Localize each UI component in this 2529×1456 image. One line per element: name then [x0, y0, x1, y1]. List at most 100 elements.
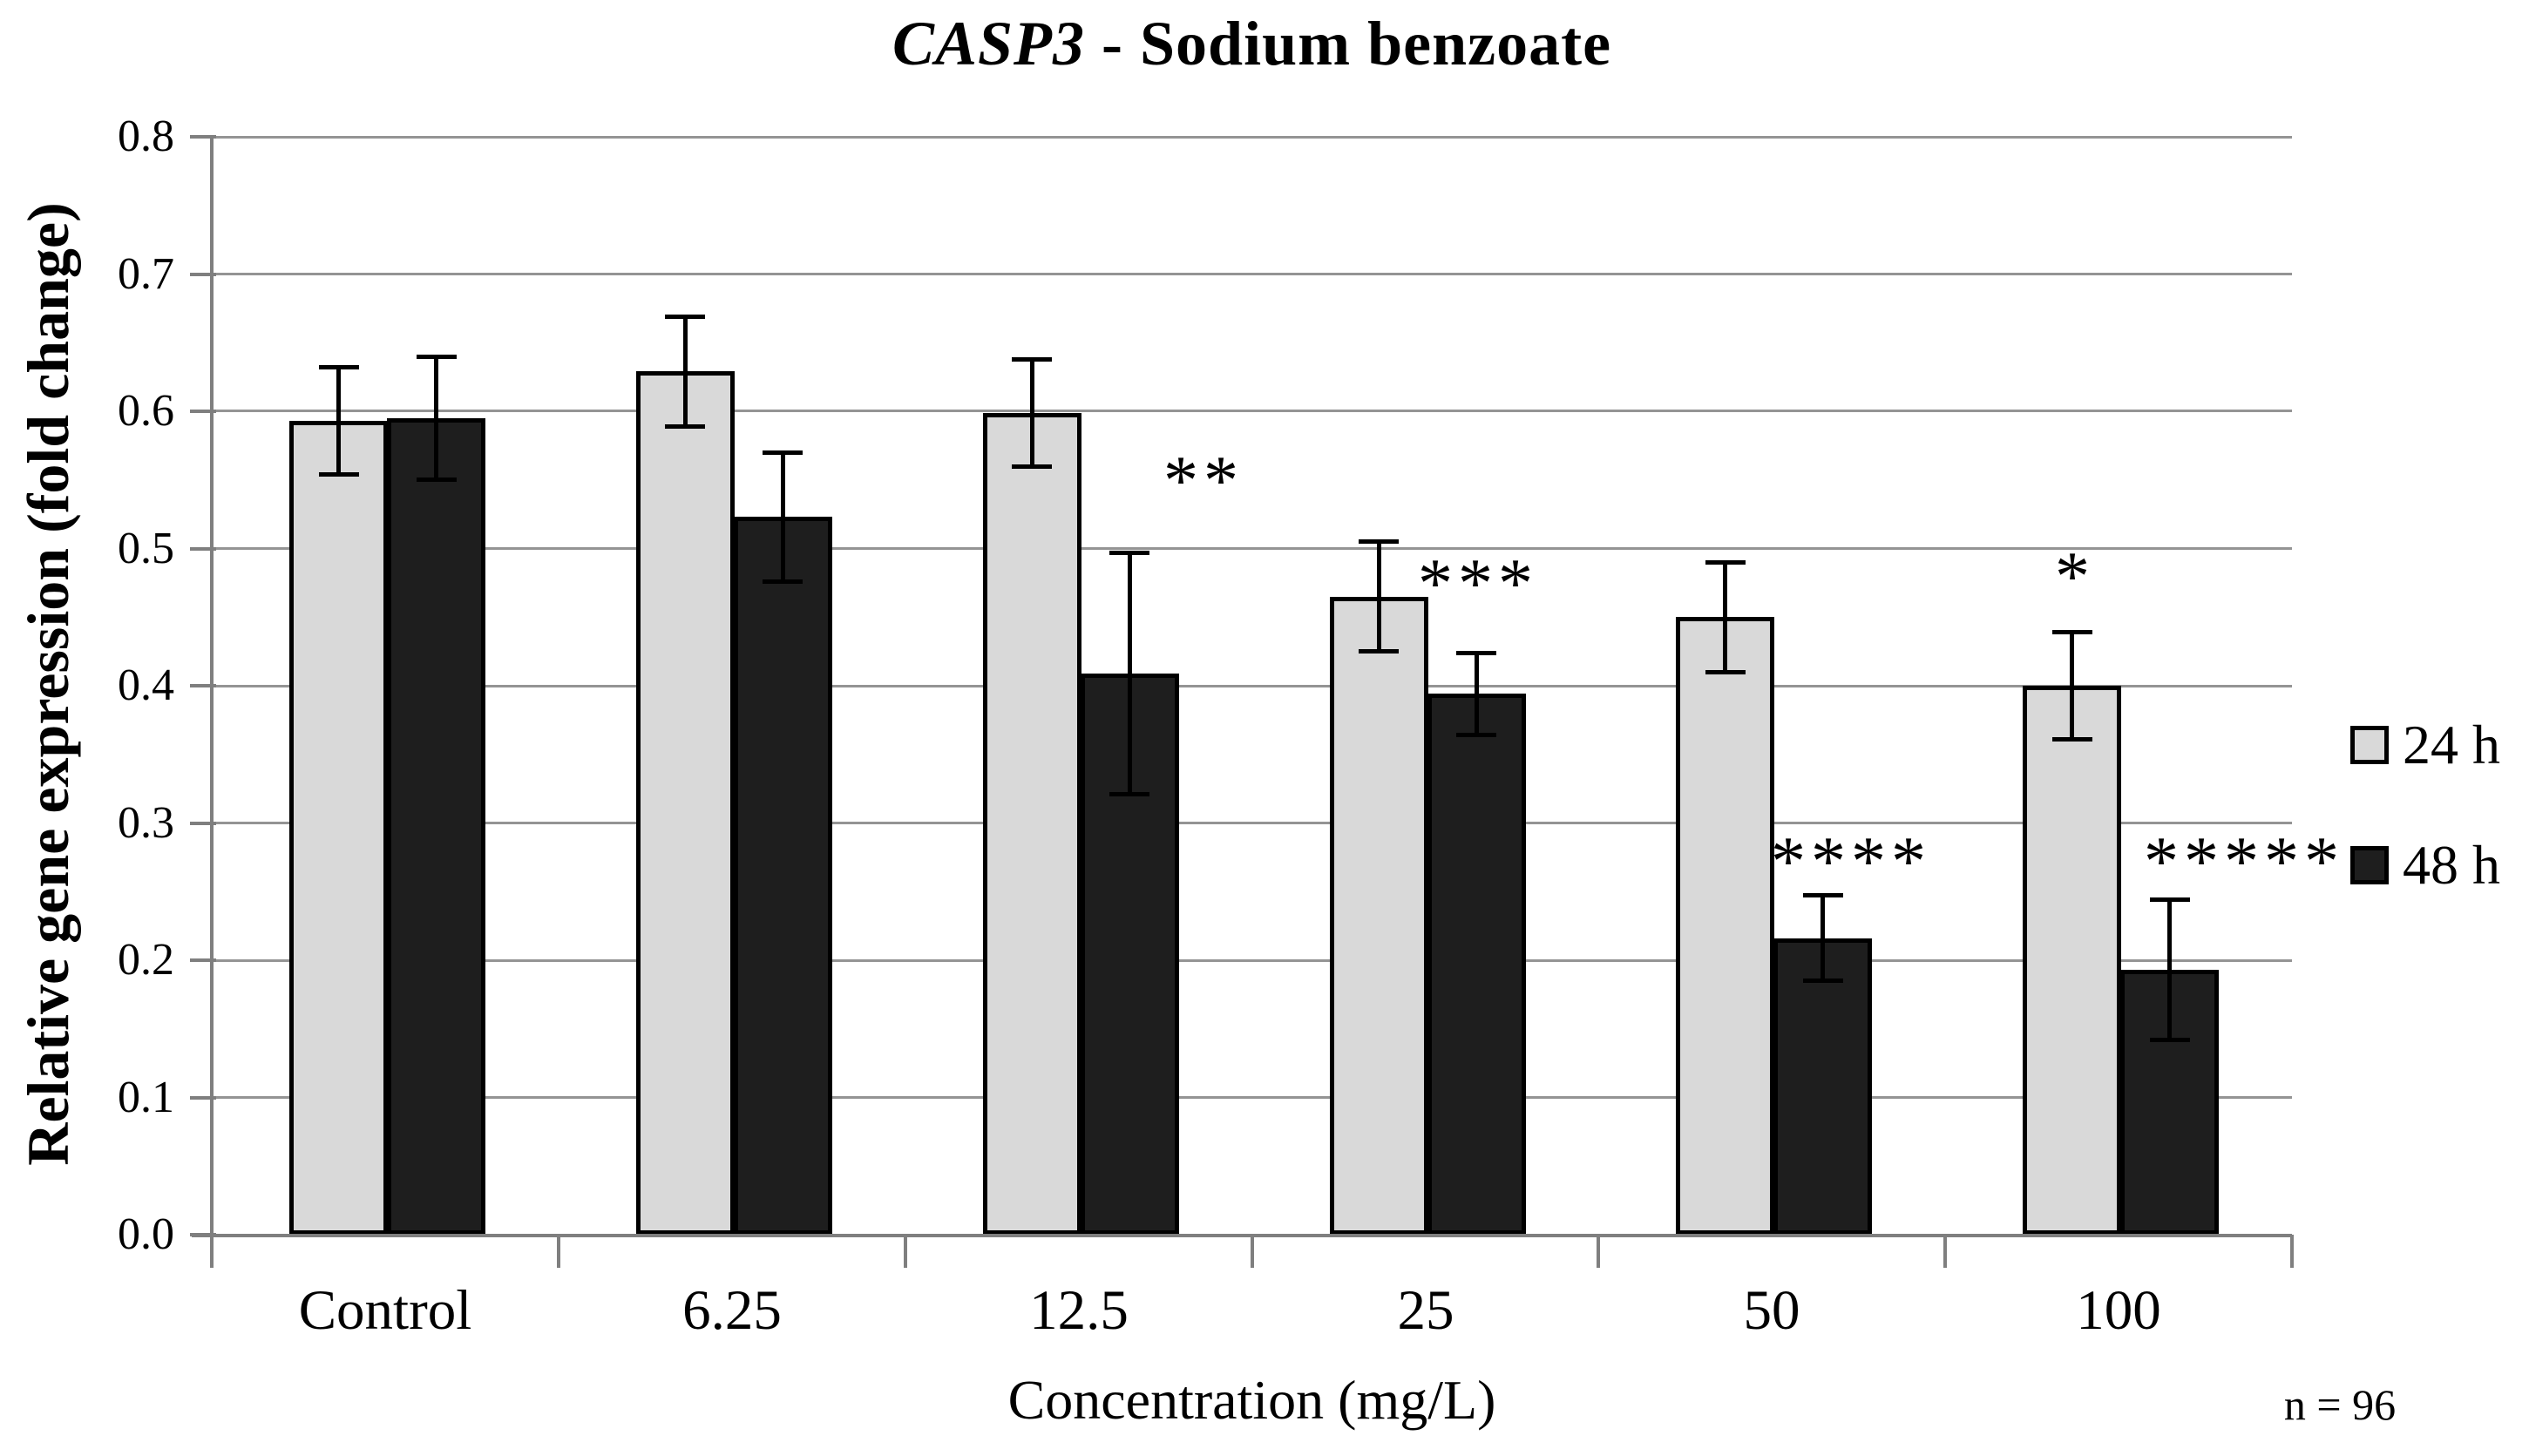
error-bar-cap-top-48-h-100 [2150, 897, 2190, 902]
y-tick-label: 0.6 [118, 386, 174, 436]
x-axis-title: Concentration (mg/L) [1007, 1369, 1496, 1431]
error-bar-cap-bottom-24-h-12-5 [1012, 464, 1052, 469]
error-bar-line-48-h-25 [1475, 653, 1479, 735]
gridline [212, 273, 2292, 275]
legend-swatch-icon [2350, 846, 2389, 884]
error-bar-cap-bottom-48-h-12-5 [1109, 792, 1149, 796]
bar-48-h-50 [1773, 938, 1872, 1235]
y-tick-mark [190, 135, 216, 139]
y-axis-line [210, 137, 214, 1238]
y-tick-mark [190, 1096, 216, 1100]
error-bar-cap-top-24-h-50 [1705, 560, 1746, 565]
error-bar-cap-top-48-h-25 [1456, 651, 1496, 655]
error-bar-cap-bottom-24-h-control [319, 472, 359, 477]
significance-marker: **** [1771, 823, 1931, 900]
chart-title: CASP3 - Sodium benzoate [212, 9, 2292, 78]
y-tick-mark [190, 822, 216, 825]
x-tick-mark [1597, 1235, 1600, 1268]
error-bar-cap-top-24-h-6-25 [665, 315, 705, 319]
bar-48-h-6-25 [734, 517, 832, 1235]
error-bar-line-24-h-6-25 [683, 316, 688, 426]
x-tick-label-25: 25 [1397, 1279, 1454, 1342]
y-tick-mark [190, 1233, 216, 1236]
y-tick-label: 0.0 [118, 1209, 174, 1259]
gridline [212, 410, 2292, 412]
error-bar-cap-bottom-24-h-100 [2052, 737, 2092, 742]
legend: 24 h 48 h [2350, 717, 2500, 958]
error-bar-cap-bottom-48-h-control [417, 477, 457, 482]
significance-marker: ***** [2144, 823, 2344, 900]
y-tick-mark [190, 410, 216, 413]
x-tick-mark [1251, 1235, 1254, 1268]
error-bar-line-24-h-100 [2070, 633, 2074, 740]
y-tick-label: 0.5 [118, 524, 174, 573]
bar-24-h-100 [2023, 686, 2121, 1235]
y-tick-label: 0.7 [118, 249, 174, 299]
error-bar-cap-top-48-h-control [417, 355, 457, 359]
error-bar-line-24-h-control [336, 368, 341, 475]
gridline [212, 547, 2292, 550]
x-tick-mark [1943, 1235, 1947, 1268]
x-tick-mark [904, 1235, 907, 1268]
bar-48-h-25 [1427, 694, 1526, 1235]
y-tick-label: 0.4 [118, 660, 174, 710]
x-tick-label-50: 50 [1743, 1279, 1800, 1342]
error-bar-line-48-h-50 [1820, 896, 1825, 981]
error-bar-cap-bottom-24-h-50 [1705, 670, 1746, 674]
significance-marker: *** [1418, 545, 1538, 622]
x-axis-line [192, 1234, 2292, 1237]
chart-title-gene: CASP3 [892, 9, 1086, 78]
error-bar-cap-bottom-48-h-6-25 [763, 579, 803, 584]
legend-entry-48h: 48 h [2350, 837, 2500, 893]
chart-title-rest: - Sodium benzoate [1085, 9, 1612, 78]
legend-swatch-icon [2350, 726, 2389, 764]
x-tick-mark [557, 1235, 560, 1268]
error-bar-line-48-h-6-25 [781, 452, 785, 581]
bar-24-h-control [289, 421, 388, 1235]
y-tick-label: 0.1 [118, 1073, 174, 1122]
error-bar-cap-bottom-48-h-25 [1456, 733, 1496, 737]
legend-entry-24h: 24 h [2350, 717, 2500, 773]
x-tick-mark [210, 1235, 214, 1268]
error-bar-line-48-h-12-5 [1128, 552, 1132, 794]
bar-24-h-6-25 [636, 371, 735, 1235]
x-tick-label-12.5: 12.5 [1029, 1279, 1129, 1342]
error-bar-cap-top-24-h-25 [1359, 539, 1399, 544]
bar-48-h-100 [2120, 970, 2219, 1235]
bar-24-h-50 [1676, 617, 1774, 1235]
error-bar-line-24-h-25 [1377, 542, 1381, 652]
y-tick-mark [190, 958, 216, 962]
y-tick-mark [190, 273, 216, 276]
significance-marker: ** [1163, 443, 1244, 519]
error-bar-cap-top-48-h-6-25 [763, 450, 803, 455]
error-bar-cap-bottom-48-h-50 [1803, 979, 1843, 983]
y-tick-label: 0.2 [118, 935, 174, 985]
error-bar-cap-top-48-h-50 [1803, 893, 1843, 897]
x-tick-mark [2290, 1235, 2294, 1268]
significance-marker: * [2055, 538, 2095, 615]
error-bar-cap-top-24-h-control [319, 365, 359, 369]
legend-label: 48 h [2403, 834, 2500, 896]
legend-label: 24 h [2403, 714, 2500, 775]
gridline [212, 1096, 2292, 1099]
sample-size-note: n = 96 [2283, 1380, 2397, 1429]
y-tick-label: 0.3 [118, 798, 174, 848]
x-tick-label-control: Control [298, 1279, 472, 1342]
error-bar-line-24-h-12-5 [1030, 359, 1034, 466]
x-tick-label-6.25: 6.25 [682, 1279, 782, 1342]
error-bar-cap-top-24-h-100 [2052, 630, 2092, 634]
gridline [212, 136, 2292, 139]
gridline [212, 959, 2292, 962]
y-tick-mark [190, 547, 216, 551]
error-bar-line-48-h-control [434, 356, 438, 480]
gridline [212, 685, 2292, 687]
bar-48-h-control [387, 418, 485, 1235]
y-tick-mark [190, 684, 216, 687]
error-bar-cap-top-48-h-12-5 [1109, 551, 1149, 555]
error-bar-cap-bottom-24-h-6-25 [665, 424, 705, 429]
error-bar-cap-bottom-48-h-100 [2150, 1038, 2190, 1042]
error-bar-cap-top-24-h-12-5 [1012, 357, 1052, 362]
x-tick-label-100: 100 [2076, 1279, 2161, 1342]
y-tick-label: 0.8 [118, 112, 174, 161]
